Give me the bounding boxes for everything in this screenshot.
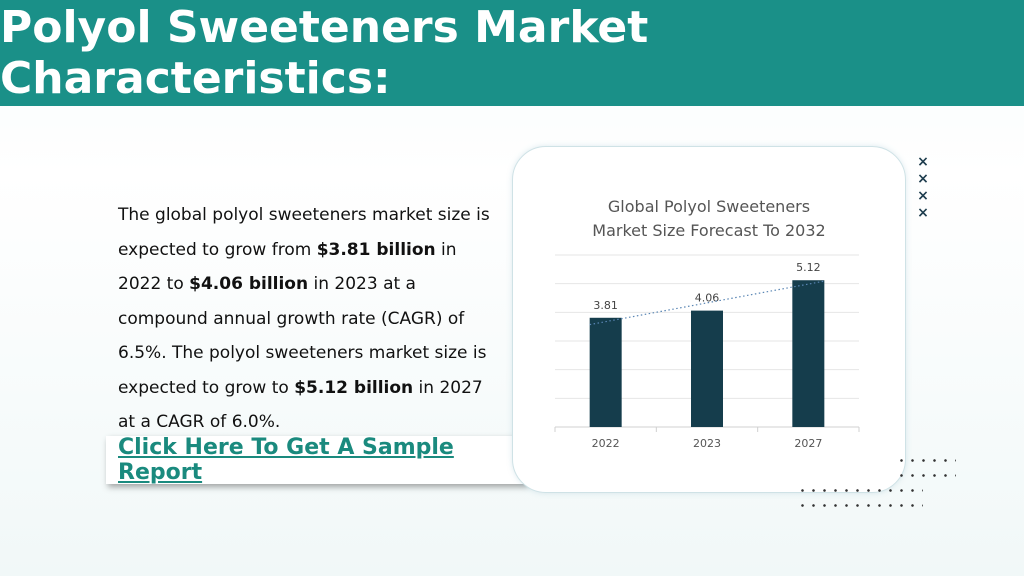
bar-chart: 3.81 2022 4.06 2023 5.12 2027 (554, 254, 860, 450)
decorative-x-marks: × × × × (916, 154, 930, 222)
header-banner: Polyol Sweeteners Market Characteristics… (0, 0, 1024, 106)
sample-report-link[interactable]: Click Here To Get A Sample Report (118, 435, 454, 485)
chart-title-line-2: Market Size Forecast To 2032 (592, 221, 826, 240)
data-label-2023: 4.06 (695, 292, 720, 305)
chart-title: Global Polyol Sweeteners Market Size For… (513, 195, 905, 243)
x-tick-label-2023: 2023 (693, 437, 721, 450)
value-2023: $4.06 billion (189, 274, 309, 294)
x-mark-icon: × (917, 205, 929, 221)
page-title: Polyol Sweeteners Market Characteristics… (0, 2, 649, 104)
text-segment-4: in 2027 at a CAGR of 6.0%. (118, 377, 483, 433)
data-label-2027: 5.12 (796, 261, 821, 274)
chart-title-line-1: Global Polyol Sweeteners (607, 197, 811, 216)
decorative-dot-grid (896, 453, 956, 487)
value-2027: $5.12 billion (294, 377, 414, 398)
x-mark-icon: × (917, 154, 929, 170)
chart-card: Global Polyol Sweeteners Market Size For… (512, 146, 906, 493)
bar-2022 (589, 317, 622, 427)
value-2022: $3.81 billion (316, 239, 436, 260)
bar-2027 (792, 280, 825, 427)
sample-report-box: Click Here To Get A Sample Report (106, 435, 526, 485)
text-segment-1: The global polyol sweeteners market size… (118, 205, 490, 260)
text-segment-3: in 2023 at a compound annual growth rate… (118, 274, 487, 398)
bar-2023 (691, 310, 723, 427)
x-tick-label-2022: 2022 (592, 437, 620, 450)
x-mark-icon: × (917, 188, 929, 204)
text-segment-2: in 2022 to (118, 239, 457, 295)
x-tick-label-2027: 2027 (794, 437, 822, 450)
description-paragraph: The global polyol sweeteners market size… (118, 198, 503, 440)
decorative-dot-grid (797, 483, 923, 517)
description-text: The global polyol sweeteners market size… (118, 198, 503, 440)
x-mark-icon: × (917, 171, 929, 187)
data-label-2022: 3.81 (593, 299, 618, 312)
